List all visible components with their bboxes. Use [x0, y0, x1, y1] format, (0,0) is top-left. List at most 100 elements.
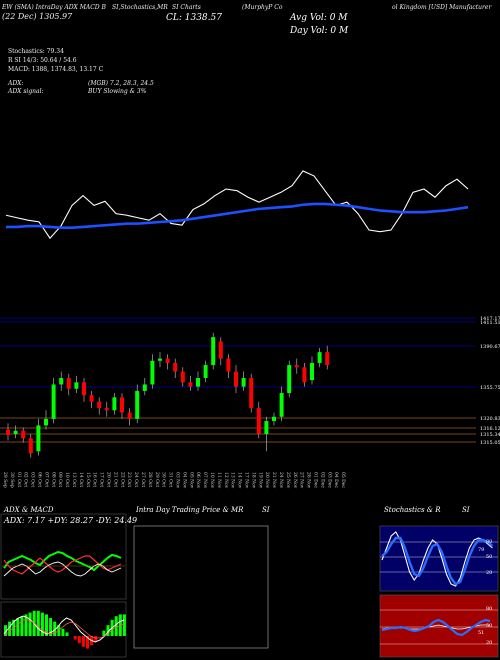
- stoch-tick-20: 20: [486, 570, 493, 576]
- candle-body: [104, 408, 109, 411]
- candle-body: [59, 378, 64, 385]
- date-tick-label: 29 Sep: [2, 472, 8, 488]
- date-tick-label: 01 Dec: [313, 472, 319, 488]
- macd-signal-line: [3, 619, 125, 639]
- macd-bar: [40, 612, 44, 636]
- date-tick-label: 13 Nov: [230, 472, 236, 489]
- level-label: 1355.75: [480, 385, 500, 391]
- sma-line: [6, 202, 469, 230]
- candle-body: [44, 418, 48, 426]
- candle-body: [74, 382, 79, 389]
- intraday-panel: [133, 525, 269, 649]
- adx-lines: [2, 550, 125, 577]
- level-label: 1411.51: [480, 320, 500, 326]
- price-overlay-line: [5, 170, 469, 240]
- macd-bar: [16, 618, 20, 636]
- macd-bar: [45, 614, 48, 636]
- date-tick-label: 05 Nov: [188, 472, 194, 489]
- date-tick-label: 04 Dec: [333, 472, 339, 488]
- candle-body: [127, 412, 132, 419]
- candle-body: [120, 397, 124, 413]
- candle-body: [279, 393, 284, 417]
- macd-bar: [102, 630, 106, 636]
- date-tick-label: 19 Nov: [257, 472, 263, 489]
- date-tick-label: 21 Oct: [112, 472, 118, 487]
- candle-body: [241, 378, 246, 387]
- candle-body: [82, 382, 86, 396]
- rsi-value: 51: [478, 630, 485, 636]
- macd-bar: [114, 616, 118, 636]
- candle-body: [249, 378, 254, 409]
- candle-body: [173, 362, 178, 372]
- day-vol-label: Day Vol: 0 M: [290, 26, 349, 36]
- date-tick-label: 09 Oct: [57, 472, 63, 487]
- studies-label-3: SI Charts: [172, 4, 201, 11]
- candle-body: [188, 382, 193, 387]
- candle-body: [272, 416, 276, 422]
- date-tick-label: 01 Oct: [16, 472, 22, 487]
- date-tick-label: 29 Oct: [154, 472, 160, 487]
- candle-body: [256, 408, 261, 434]
- macd-bar: [61, 628, 65, 636]
- candle-body: [13, 430, 18, 434]
- candle-body: [294, 365, 299, 368]
- level-label: 1390.67: [480, 344, 500, 350]
- candle-body: [112, 397, 117, 411]
- date-tick-label: 15 Oct: [85, 472, 91, 487]
- stochastics-stat: Stochastics: 79.34: [8, 48, 64, 55]
- date-axis: 29 Sep 30 Sep 01 Oct 02 Oct 03 Oct 06 Oct 07 O…: [2, 472, 346, 489]
- candle-body: [142, 384, 147, 391]
- date-tick-label: 20 Oct: [106, 472, 112, 487]
- macd-bar: [24, 614, 28, 636]
- date-tick-label: 07 Oct: [43, 472, 49, 487]
- macd-bar: [49, 618, 53, 636]
- macd-bar: [28, 612, 32, 636]
- candle-body: [180, 371, 185, 383]
- rsi-lines: [380, 609, 498, 645]
- macd-bar: [20, 616, 24, 636]
- date-tick-label: 03 Oct: [30, 472, 36, 487]
- stochastic-lines: [380, 531, 498, 587]
- date-tick-label: 05 Dec: [340, 472, 346, 488]
- date-tick-label: 03 Dec: [326, 472, 332, 488]
- date-tick-label: 28 Nov: [306, 472, 312, 489]
- macd-bar: [122, 614, 126, 636]
- date-tick-label: 06 Oct: [37, 472, 43, 487]
- date-tick-label: 26 Nov: [292, 472, 298, 489]
- macd-bar: [77, 636, 81, 644]
- candle-body: [97, 401, 102, 409]
- macd-stat: MACD: 1388, 1374.83, 13.17 C: [8, 66, 104, 73]
- avg-vol-label: Avg Vol: 0 M: [290, 13, 348, 23]
- date-tick-label: 02 Oct: [23, 472, 29, 487]
- adx-series-line: [3, 555, 122, 575]
- date-tick-label: 20 Nov: [264, 472, 270, 489]
- rsi-panel: [379, 594, 499, 658]
- candle-body: [317, 352, 322, 363]
- ticker-label: (MurphyP Co: [242, 4, 283, 11]
- candle-body: [211, 337, 216, 366]
- stoch-tick-80: 80: [486, 539, 493, 545]
- date-tick-label: 06 Nov: [195, 472, 201, 489]
- studies-label: EW (SMA) IntraDay ADX MACD B: [2, 4, 106, 11]
- date-tick-label: 17 Oct: [99, 472, 105, 487]
- level-label: 1315.34: [480, 432, 500, 438]
- date-tick-label: 07 Nov: [202, 472, 208, 489]
- rsi-tick-50: 50: [486, 623, 493, 629]
- candle-body: [158, 358, 162, 361]
- intraday-panel-title: Intra Day Trading Price & MR: [136, 506, 244, 514]
- candle-body: [203, 365, 208, 378]
- candle-body: [6, 429, 10, 436]
- candle-body: [325, 352, 330, 366]
- candle-body: [66, 378, 71, 389]
- level-label: 1417.17: [480, 316, 500, 322]
- overlay-lines: [5, 170, 469, 240]
- macd-bar: [106, 625, 110, 636]
- candlesticks: [6, 332, 330, 458]
- date-tick-label: 02 Dec: [319, 472, 325, 488]
- intraday-panel-title-2: SI: [262, 506, 270, 514]
- macd-bar: [73, 636, 77, 640]
- date-tick-label: 10 Nov: [209, 472, 215, 489]
